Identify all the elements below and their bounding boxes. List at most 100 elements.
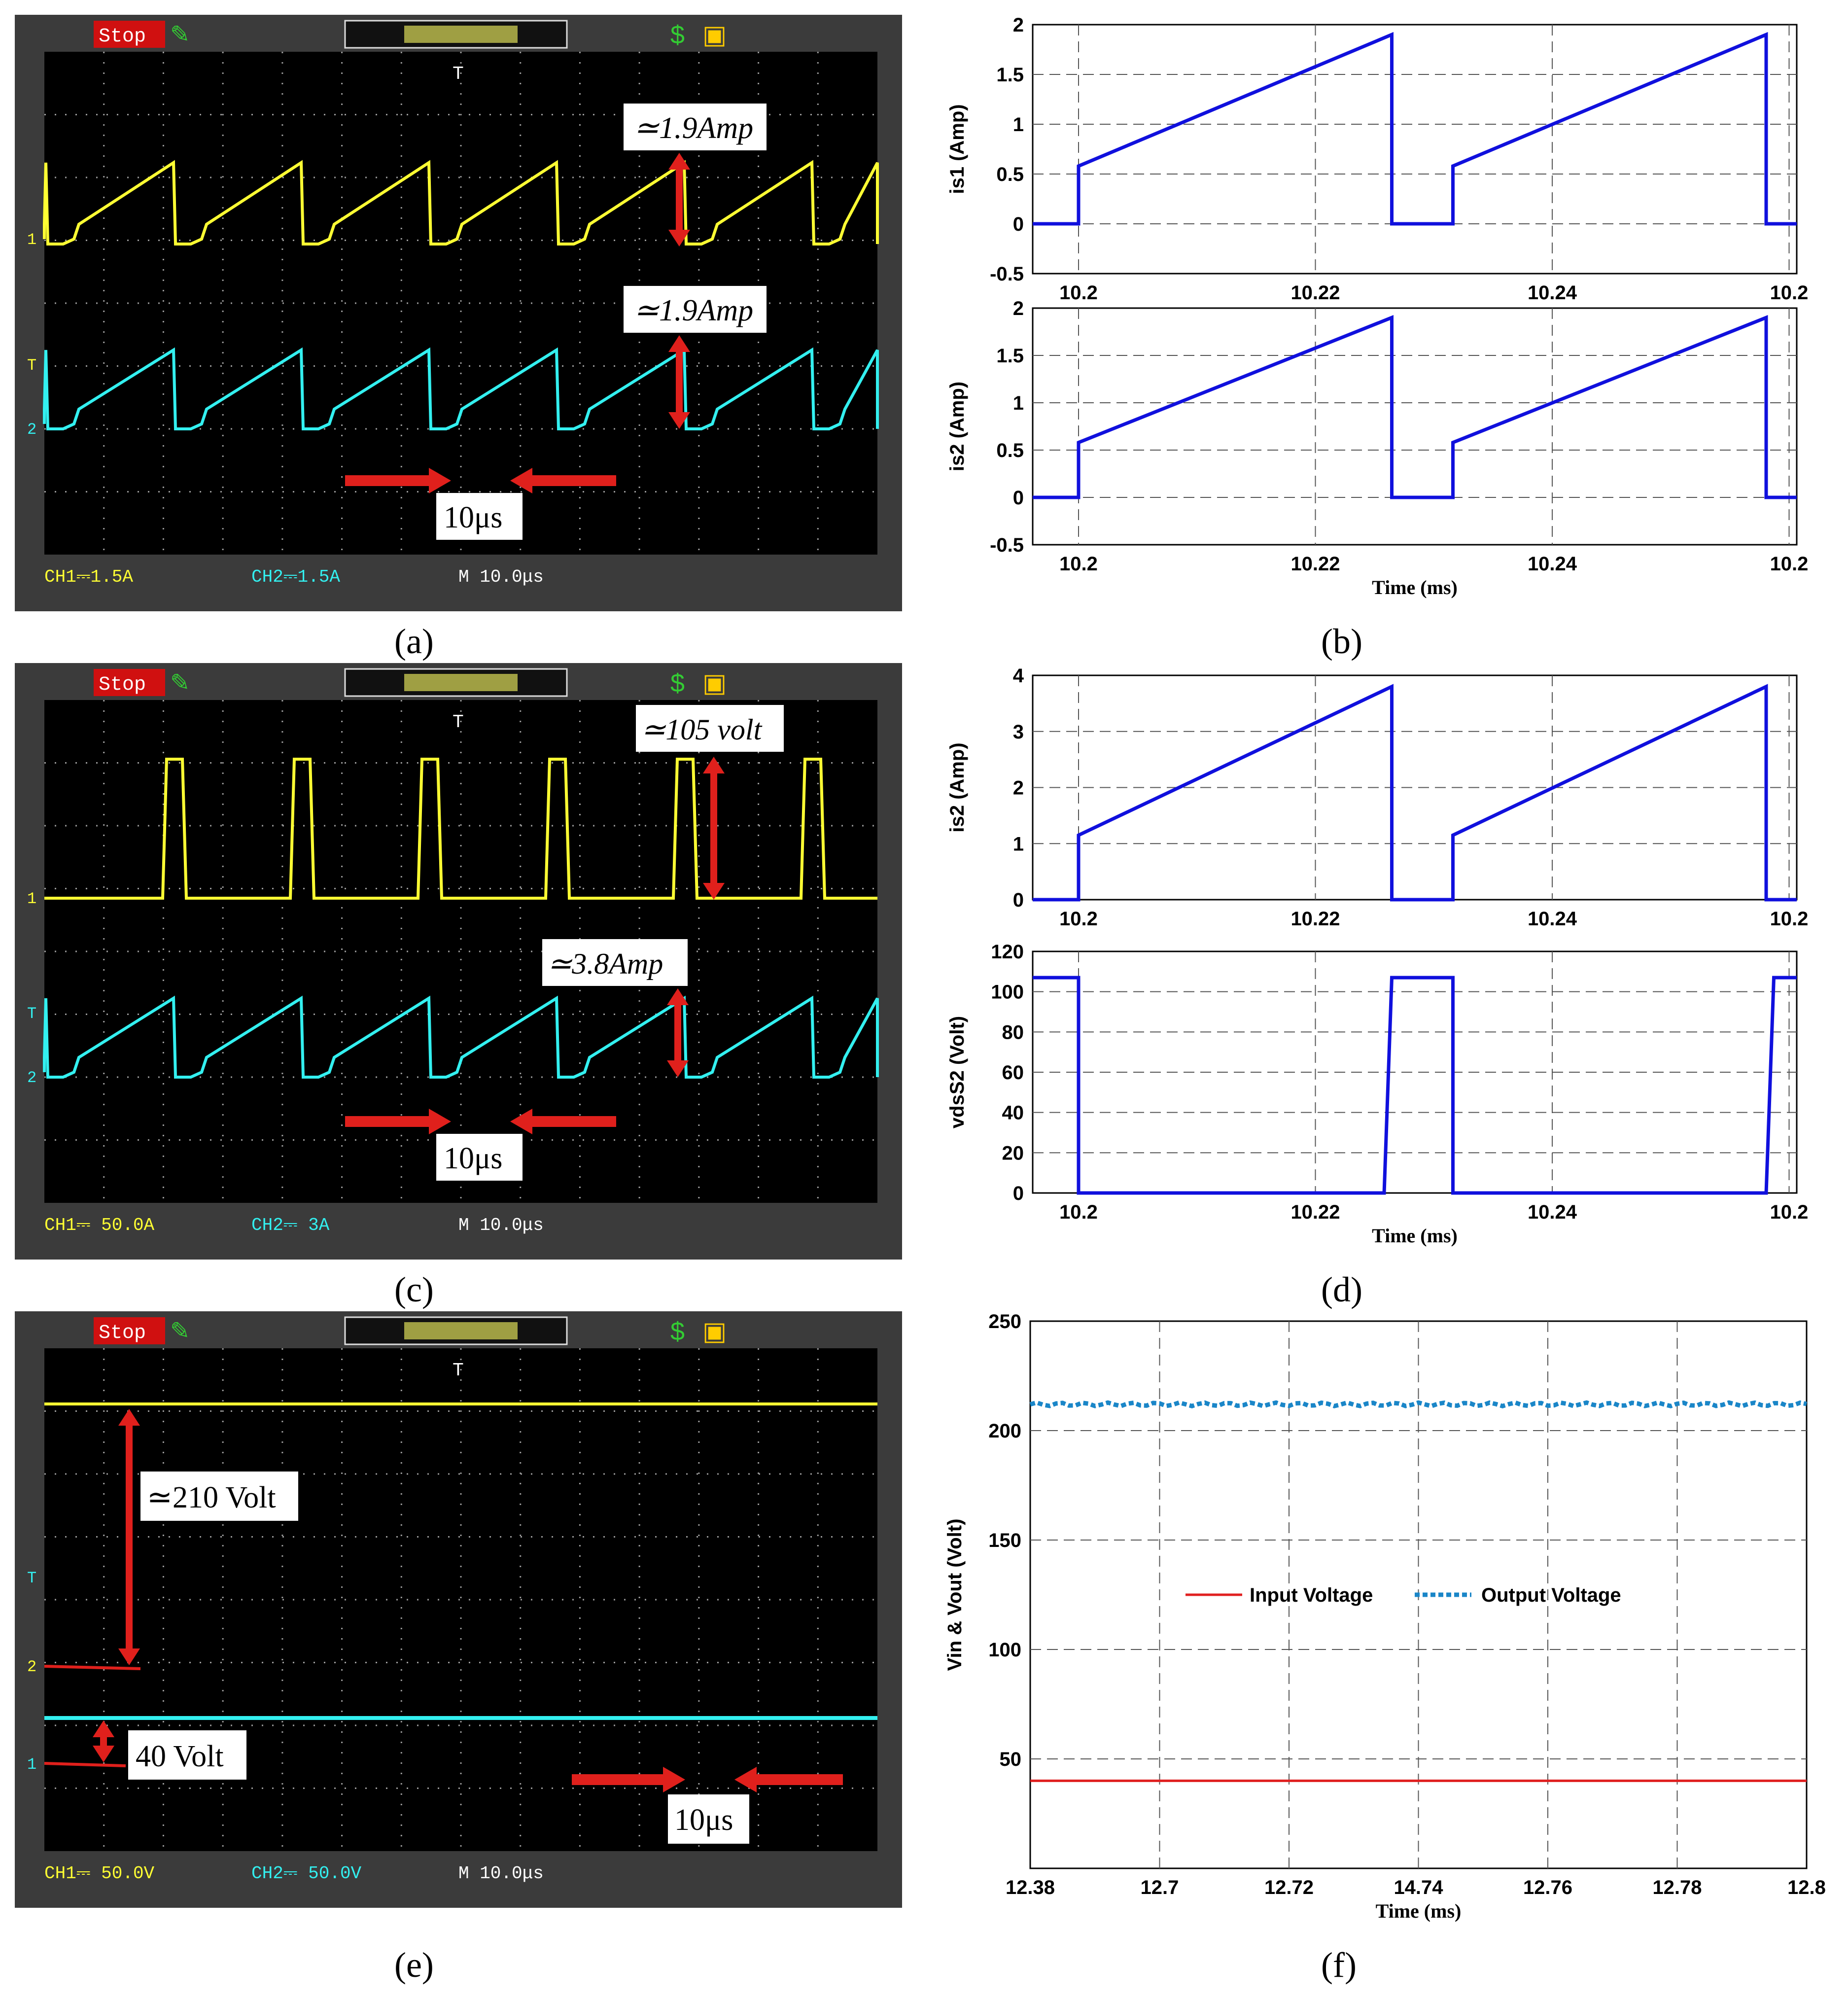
ch1-scale-c: CH1⎓ 50.0A xyxy=(44,1215,155,1235)
annotation-a1: ≃1.9Amp xyxy=(633,111,753,145)
y-tick-label: 2 xyxy=(1013,14,1024,36)
x-tick-label: 10.2 xyxy=(1059,908,1098,930)
amplitude-arrow-a2 xyxy=(668,335,690,429)
y-tick-label: 80 xyxy=(1002,1021,1024,1043)
y-tick-label: 2 xyxy=(1013,777,1024,799)
chart-d-bottom: 10.210.2210.2410.210.22020406080100120vd… xyxy=(946,941,1808,1247)
panel-label-d: (d) xyxy=(1321,1270,1362,1309)
stop-label: Stop xyxy=(99,1322,146,1344)
x-tick-label: 10.22 xyxy=(1290,908,1340,930)
plot-area xyxy=(1032,674,1798,901)
arrow-head-up xyxy=(668,335,690,352)
y-tick-label: 60 xyxy=(1002,1062,1024,1084)
probe-icon: ✎ xyxy=(170,22,190,48)
arrow-head-up xyxy=(667,988,689,1005)
arrow-head-down xyxy=(667,1060,689,1077)
trigger-status-icon: $ xyxy=(670,1317,685,1346)
time-annotation-e: 10μs xyxy=(674,1803,733,1837)
legend-input-label: Input Voltage xyxy=(1250,1584,1373,1606)
ch2-scale-c: CH2⎓ 3A xyxy=(251,1215,330,1235)
time-scale-c: M 10.0μs xyxy=(458,1215,544,1235)
plot-area xyxy=(1032,24,1798,275)
ch1-scale-e: CH1⎓ 50.0V xyxy=(44,1863,155,1884)
matlab-charts: 10.210.2210.2410.210.22-0.500.511.52is1 … xyxy=(944,14,1826,1922)
trigger-status-icon: $ xyxy=(670,21,685,49)
x-tick-label: 10.24 xyxy=(1528,908,1577,930)
annotation-a2: ≃1.9Amp xyxy=(633,294,753,327)
annotation-box-c2 xyxy=(542,939,688,986)
x-tick-label: 10.2 xyxy=(1770,553,1809,575)
ch1-pulse-trace xyxy=(44,758,877,900)
x-tick-label: 10.2 xyxy=(1059,282,1098,304)
plot-area xyxy=(1032,950,1798,1194)
y-tick-label: 150 xyxy=(988,1530,1021,1551)
arrow-head xyxy=(663,1767,685,1792)
arrow-head xyxy=(734,1767,757,1792)
y-tick-label: 4 xyxy=(1013,665,1024,687)
time-scale-a: M 10.0μs xyxy=(458,567,544,587)
annotation-box-c1 xyxy=(636,705,784,752)
timebase-window-highlight xyxy=(404,1322,518,1339)
x-tick-label: 10.2 xyxy=(1770,282,1809,304)
trigger-marker: T xyxy=(453,64,464,85)
x-tick-label: 10.24 xyxy=(1528,1201,1577,1223)
ch2-marker: 2 xyxy=(27,1658,36,1676)
x-tick-label: 12.38 xyxy=(1006,1877,1055,1898)
annotation-e1: ≃210 Volt xyxy=(147,1481,276,1514)
time-arrow-right-a xyxy=(510,468,616,493)
y-tick-label: 50 xyxy=(1000,1749,1022,1770)
y-tick-label: 1 xyxy=(1013,114,1024,136)
arrow-head-up xyxy=(118,1409,140,1426)
plot-area xyxy=(1032,307,1798,546)
arrow-head-down xyxy=(93,1746,114,1762)
time-arrow-right-e xyxy=(734,1767,843,1792)
save-icon: ▣ xyxy=(702,669,727,698)
time-annotation-c: 10μs xyxy=(444,1142,502,1175)
stop-badge xyxy=(94,669,165,696)
probe-icon: ✎ xyxy=(170,670,190,696)
annotation-e2: 40 Volt xyxy=(136,1740,224,1773)
ch2-scale-e: CH2⎓ 50.0V xyxy=(251,1863,362,1884)
panel-label-a: (a) xyxy=(394,622,434,661)
trigger-marker: T xyxy=(453,712,464,733)
y-tick-label: 200 xyxy=(988,1420,1021,1442)
trigger-marker: T xyxy=(453,1360,464,1381)
ch2-marker: 2 xyxy=(27,1069,36,1087)
series-is2 xyxy=(1033,315,1797,499)
arrow-head-down xyxy=(668,230,690,246)
chart-f: 12.38 12.7 12.72 14.74 12.76 12.78 12.8 50 100 15… xyxy=(944,1311,1826,1922)
x-tick-label: 12.76 xyxy=(1523,1877,1572,1898)
chart-b-top: 10.210.2210.2410.210.22-0.500.511.52is1 … xyxy=(946,14,1809,304)
x-tick-label: 10.22 xyxy=(1290,1201,1340,1223)
series-is1 xyxy=(1033,32,1797,226)
ch2-scale-a: CH2⎓1.5A xyxy=(251,567,340,587)
y-axis-label: Vin & Vout (Volt) xyxy=(944,1519,966,1671)
arrow-head xyxy=(429,1109,451,1134)
arrow-head-down xyxy=(118,1648,140,1665)
probe-icon: ✎ xyxy=(170,1318,190,1344)
y-tick-label: 120 xyxy=(991,941,1024,963)
stop-label: Stop xyxy=(99,26,146,48)
y-tick-label: 1.5 xyxy=(996,64,1024,86)
y-axis-label: is2 (Amp) xyxy=(946,382,968,471)
y-tick-label: 100 xyxy=(991,981,1024,1003)
y-axis-label: is2 (Amp) xyxy=(946,742,968,832)
annotation-c1: ≃105 volt xyxy=(641,713,763,746)
stop-badge xyxy=(94,1317,165,1344)
arrow-head-up xyxy=(668,153,690,170)
time-arrow-left-e xyxy=(572,1767,685,1792)
y-tick-label: 1.5 xyxy=(996,345,1024,367)
y-tick-label: 0.5 xyxy=(996,164,1024,185)
time-arrow-left-a xyxy=(345,468,451,493)
panel-label-b: (b) xyxy=(1321,622,1362,661)
y-axis-label: is1 (Amp) xyxy=(946,104,968,194)
arrow-head-up xyxy=(703,757,725,773)
amplitude-arrow-e2 xyxy=(93,1720,114,1762)
y-tick-label: 20 xyxy=(1002,1142,1024,1164)
scope-grid-e xyxy=(44,1348,877,1851)
scope-grid-c xyxy=(44,700,877,1203)
trigger-level-marker: T xyxy=(27,356,36,375)
trigger-level-marker: T xyxy=(27,1005,36,1023)
x-tick-label: 10.2 xyxy=(1059,553,1098,575)
ch2-marker: 2 xyxy=(27,421,36,439)
